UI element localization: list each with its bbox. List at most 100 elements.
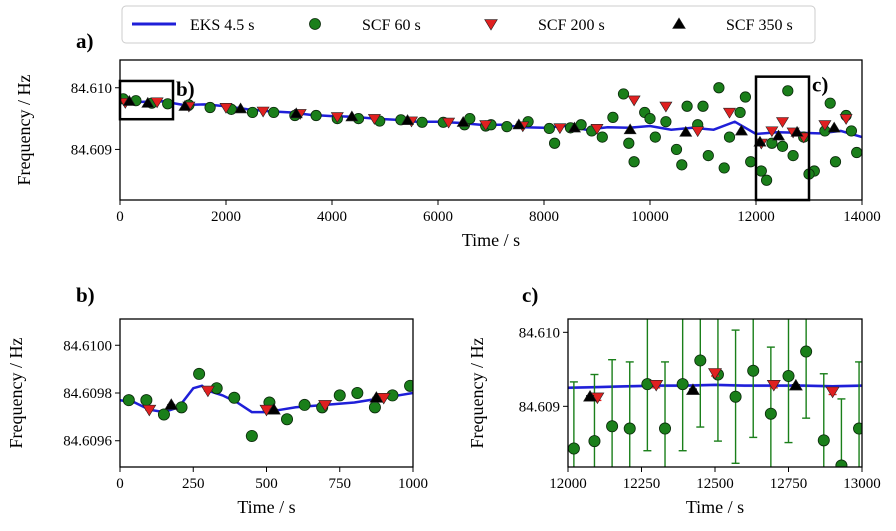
data-point-triangle-up [289, 107, 303, 119]
data-point-triangle-up [734, 124, 748, 136]
data-point-triangle-down [590, 123, 604, 135]
data-point-circle [368, 401, 381, 414]
data-point-circle [670, 143, 683, 156]
data-point-triangle-down [708, 368, 722, 380]
data-point-circle [676, 378, 689, 391]
data-point-triangle-up [623, 123, 637, 135]
data-point-circle [162, 98, 174, 110]
legend-marker-triangle-down [484, 19, 498, 31]
x-tick-label: 4000 [317, 209, 347, 225]
plot-area [120, 367, 413, 442]
x-axis-label: Time / s [237, 497, 295, 517]
data-point-circle [681, 100, 693, 112]
data-point-circle [596, 131, 608, 143]
x-axis-label: Time / s [462, 230, 520, 250]
data-point-triangle-up [685, 383, 700, 395]
x-tick-label: 12750 [770, 476, 808, 492]
data-point-circle [729, 390, 742, 403]
data-point-circle [764, 407, 777, 420]
data-point-circle [351, 386, 364, 399]
data-point-triangle-down [775, 117, 790, 128]
panel-b: 0 250 500 750 1000 84.6096 84.6098 84.6100 Time … [6, 283, 428, 517]
x-tick-label: 500 [255, 476, 278, 492]
data-point-triangle-up [788, 378, 803, 391]
data-point-triangle-down [766, 380, 781, 392]
data-point-circle [628, 156, 640, 168]
data-point-triangle-up [679, 125, 693, 137]
data-point-circle [281, 413, 294, 426]
data-point-circle [659, 422, 672, 435]
data-point-circle [829, 156, 842, 168]
data-point-circle [623, 137, 635, 149]
data-point-circle [800, 345, 813, 358]
data-point-circle [416, 116, 428, 128]
legend-label: EKS 4.5 s [190, 17, 254, 34]
x-tick-label: 8000 [529, 209, 559, 225]
x-tick-label: 0 [116, 209, 124, 225]
legend-label: SCF 60 s [362, 17, 421, 34]
data-point-circle [644, 112, 656, 125]
data-point-triangle-down [553, 123, 567, 135]
x-tick-label: 2000 [211, 209, 241, 225]
data-point-circle [298, 398, 311, 411]
data-point-circle [694, 354, 707, 367]
data-point-circle [246, 106, 259, 119]
data-point-circle [824, 97, 836, 109]
data-point-triangle-down [722, 107, 737, 119]
panel-c: 12000 12250 12500 12750 13000 84.609 84.610 Tim… [467, 283, 881, 517]
data-point-triangle-down [818, 120, 832, 132]
y-axis-label: Frequency / Hz [6, 338, 26, 449]
data-point-triangle-up [456, 116, 470, 127]
y-tick-label: 84.610 [71, 81, 112, 97]
data-point-triangle-down [649, 380, 664, 392]
data-point-triangle-down [627, 95, 641, 107]
y-tick-label: 84.609 [519, 399, 560, 415]
data-point-triangle-up [772, 129, 786, 141]
data-point-triangle-up [141, 96, 155, 108]
data-point-circle [543, 122, 555, 135]
data-point-triangle-down [442, 117, 456, 129]
y-tick-label: 84.610 [519, 325, 560, 341]
data-point-triangle-down [219, 103, 233, 114]
data-point-circle [122, 394, 135, 407]
data-point-triangle-up [790, 125, 804, 137]
x-tick-label: 10000 [631, 209, 669, 225]
data-point-circle [676, 159, 688, 171]
data-point-circle [617, 88, 630, 100]
plot-frame [119, 59, 863, 201]
data-point-circle [845, 125, 858, 137]
panel-label: c) [522, 283, 538, 307]
data-point-circle [268, 106, 280, 119]
data-point-circle [623, 422, 636, 435]
data-point-circle [649, 131, 661, 143]
legend-marker-circle [309, 18, 321, 30]
data-point-triangle-up [122, 95, 136, 106]
data-point-triangle-down [150, 97, 164, 109]
x-tick-label: 12000 [549, 476, 587, 492]
data-point-circle [755, 165, 767, 177]
data-point-triangle-up [827, 121, 841, 133]
data-point-circle [718, 162, 730, 174]
data-point-circle [745, 156, 757, 168]
data-point-triangle-down [691, 126, 705, 138]
legend-label: SCF 350 s [726, 17, 793, 34]
data-point-circle [404, 379, 413, 392]
data-point-circle [228, 391, 241, 404]
data-point-circle [606, 420, 619, 433]
data-point-circle [697, 100, 709, 112]
data-point-triangle-down [256, 106, 270, 118]
panel-a: b) c) 0 2000 4000 6000 8000 10000 12000 14000 84.6… [14, 29, 881, 250]
data-point-triangle-down [765, 126, 779, 138]
y-axis-label: Frequency / Hz [14, 75, 34, 186]
panel-label: a) [76, 29, 94, 53]
data-point-circle [739, 91, 752, 103]
data-point-circle [157, 408, 170, 421]
data-point-triangle-up [234, 102, 248, 114]
eks-line [568, 383, 862, 390]
data-point-circle [853, 422, 862, 435]
data-point-circle [817, 434, 830, 447]
data-point-circle [787, 149, 799, 162]
data-point-circle [193, 367, 206, 380]
x-tick-label: 6000 [423, 209, 453, 225]
